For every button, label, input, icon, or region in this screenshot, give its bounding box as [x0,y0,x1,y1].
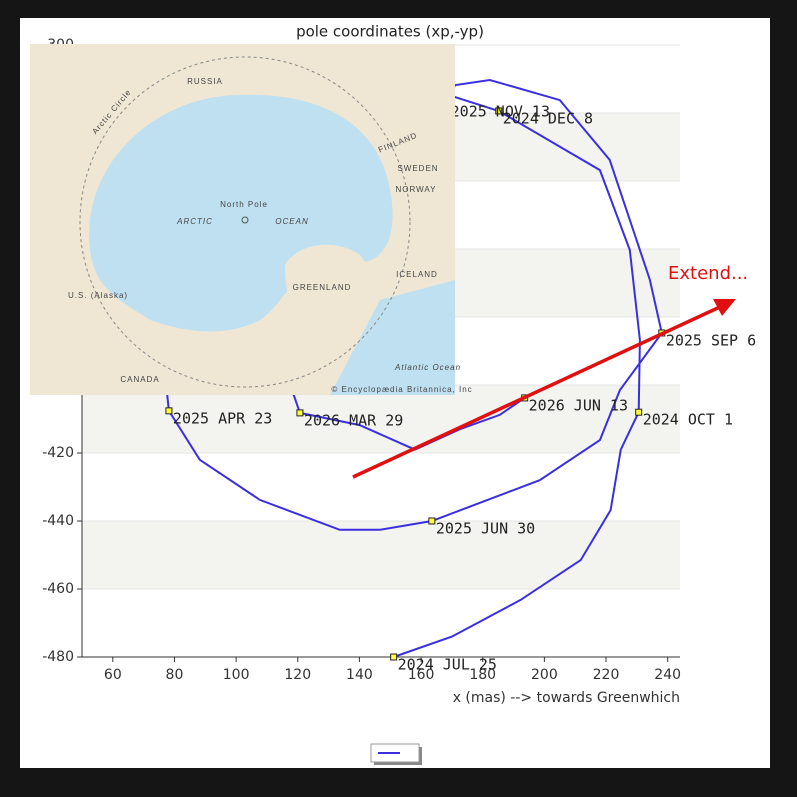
y-tick-label: -440 [42,513,74,529]
x-tick-label: 240 [654,667,681,683]
x-axis-label: x (mas) --> towards Greenwhich [453,690,680,706]
annotation-point [635,408,643,416]
arrow-label: Extend... [668,263,748,284]
map-label: Atlantic Ocean [394,363,461,372]
map-label: SWEDEN [397,164,438,173]
map-label: © Encyclopædia Britannica, Inc [331,385,472,394]
annotation-point [495,107,503,115]
annotation-label: 2025 NOV 13 [451,103,550,121]
x-tick-label: 200 [531,667,558,683]
legend [370,743,422,765]
map-ocean [89,94,393,332]
annotation-label: 2024 OCT 1 [643,411,733,429]
map-label: NORWAY [396,185,437,194]
map-label: ARCTIC [176,217,213,226]
annotation-point [390,653,398,661]
x-tick-label: 220 [593,667,620,683]
map-label: North Pole [220,200,268,209]
map-label: GREENLAND [293,283,352,292]
chart-title: pole coordinates (xp,-yp) [296,23,484,41]
x-tick-label: 180 [469,667,496,683]
x-tick-label: 160 [408,667,435,683]
x-tick-label: 80 [166,667,184,683]
x-tick-label: 100 [223,667,250,683]
north-pole-marker [241,216,249,224]
arctic-circle [79,56,411,388]
annotation-point [165,407,173,415]
x-tick-label: 140 [346,667,373,683]
x-tick-label: 60 [104,667,122,683]
annotation-label: 2026 MAR 29 [304,411,403,429]
annotation-label: 2024 JUL 25 [398,656,497,674]
y-tick-label: -420 [42,445,74,461]
map-label: ICELAND [396,270,438,279]
grid-band [82,385,680,453]
y-tick-label: -480 [42,649,74,665]
red-arrowhead [713,299,736,316]
annotation-point [428,517,436,525]
map-label: RUSSIA [187,77,223,86]
annotation-label: 2024 DEC 8 [503,109,593,127]
grid-band [82,521,680,589]
y-tick-label: -460 [42,581,74,597]
map-label: U.S. (Alaska) [68,291,128,300]
annotation-label: 2025 JUN 30 [436,520,535,538]
annotation-label: 2025 SEP 6 [666,331,756,349]
annotation-label: 2026 JUN 13 [529,396,628,414]
x-tick-label: 120 [284,667,311,683]
annotation-point [296,409,304,417]
red-arrow [352,304,723,479]
map-label: CANADA [120,375,159,384]
map-atlantic [330,280,455,395]
map-label: OCEAN [275,217,308,226]
map-greenland [285,244,371,341]
annotation-label: 2025 APR 23 [173,409,272,427]
